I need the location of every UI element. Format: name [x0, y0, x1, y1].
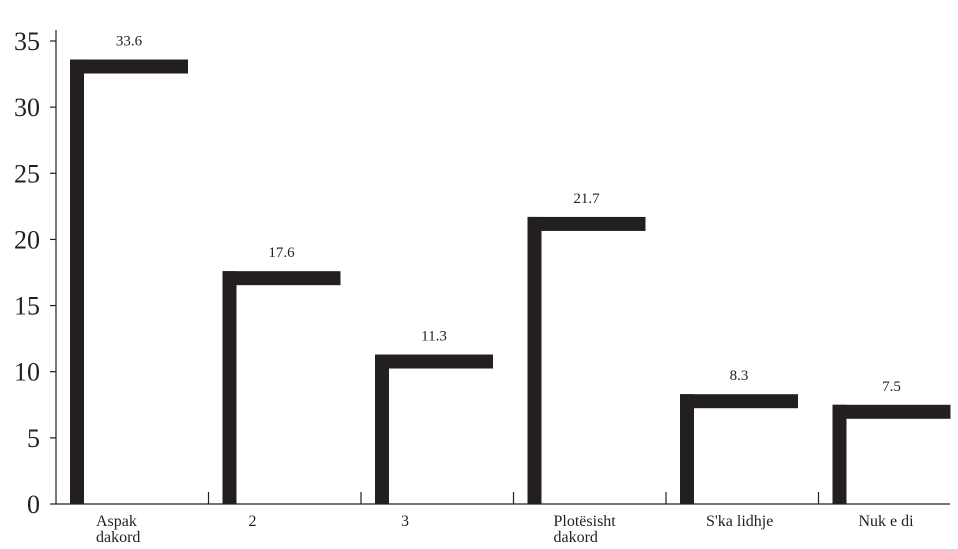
bar-stem [527, 216, 542, 504]
value-label: 21.7 [573, 191, 600, 207]
bar-cap [680, 394, 798, 409]
value-label: 17.6 [268, 245, 295, 261]
bar-stem [375, 354, 389, 504]
bar-cap [527, 216, 646, 231]
bar-cap [70, 59, 188, 74]
value-label: 8.3 [730, 368, 749, 384]
category-label: 2 [249, 513, 257, 530]
bar [70, 59, 188, 505]
bar-stem [222, 271, 237, 504]
value-label: 11.3 [421, 329, 447, 345]
value-label: 7.5 [882, 379, 901, 395]
category-labels: Aspak dakord 2 3 Plotësisht dakord S'ka lidhje… [96, 513, 914, 546]
bar [680, 394, 798, 504]
category-label: S'ka lidhje [706, 513, 773, 530]
bar [832, 404, 951, 504]
x-axis [56, 492, 950, 505]
bar [222, 271, 341, 504]
bar [375, 354, 493, 504]
category-label: Nuk e di [859, 513, 915, 530]
bar-cap [832, 404, 951, 419]
y-tick-label: 5 [27, 424, 40, 453]
y-tick-label: 0 [27, 490, 40, 519]
y-tick-label: 35 [14, 27, 40, 56]
category-label: Plotësisht dakord [554, 513, 617, 546]
category-label: Aspak dakord [96, 513, 140, 546]
value-labels: 33.6 17.6 11.3 21.7 8.3 7.5 [116, 34, 901, 395]
value-label: 33.6 [116, 34, 143, 50]
bar [527, 216, 646, 504]
y-tick-label: 20 [14, 225, 40, 254]
bar-stem [70, 59, 84, 505]
y-axis: 0 5 10 15 20 25 30 35 [14, 27, 57, 519]
bar-cap [375, 354, 493, 369]
bar-stem [832, 404, 847, 504]
y-tick-label: 15 [14, 292, 40, 321]
category-label: 3 [401, 513, 409, 530]
y-tick-label: 25 [14, 159, 40, 188]
bars [70, 59, 951, 505]
bar-stem [680, 394, 694, 504]
y-tick-label: 30 [14, 93, 40, 122]
y-tick-label: 10 [14, 358, 40, 387]
bar-cap [222, 271, 341, 286]
